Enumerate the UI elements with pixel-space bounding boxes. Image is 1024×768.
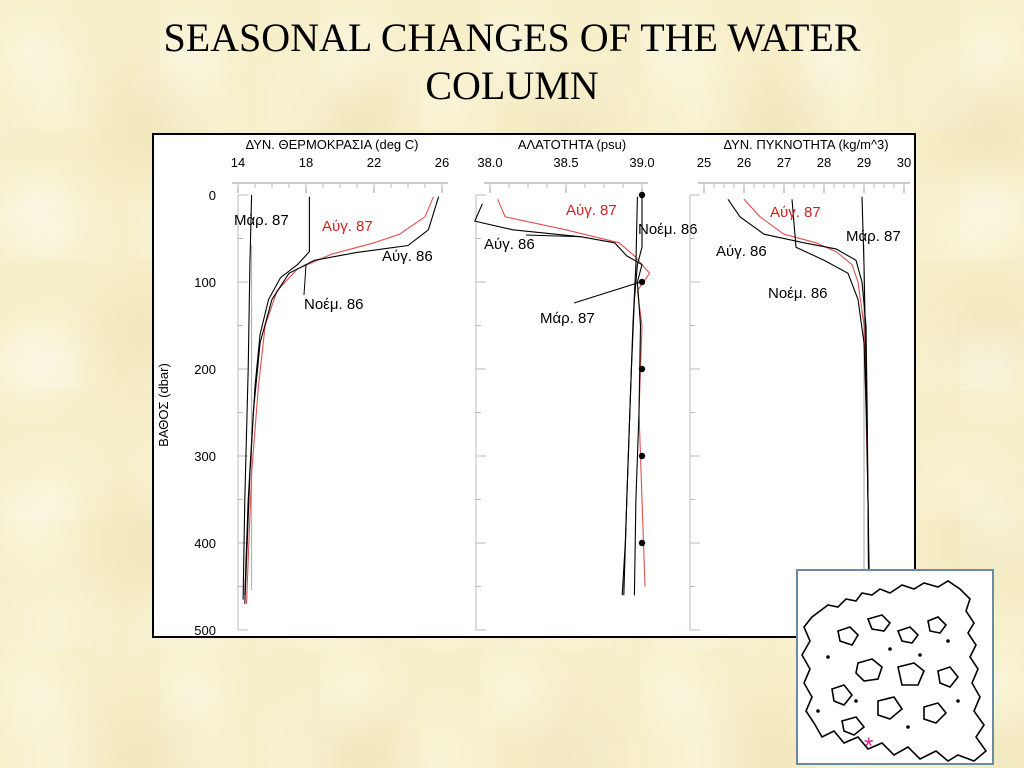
y-tick-label: 200 (194, 362, 216, 377)
x-tick-label: 14 (231, 155, 245, 170)
series-line (791, 199, 870, 604)
leader-line (525, 234, 582, 238)
station-location-map: * (796, 569, 994, 765)
series-annotation: Νοέμ. 86 (768, 285, 828, 302)
y-tick-label: 300 (194, 449, 216, 464)
series-line (861, 196, 870, 604)
panel-density: ΔΥΝ. ΠΥΚΝΟΤΗΤΑ (kg/m^3) 25 26 27 28 29 30 Αύγ. … (689, 137, 911, 631)
x-tick-label: 38.0 (477, 155, 502, 170)
x-tick-label: 30 (897, 155, 911, 170)
series-annotation: Μάρ. 87 (234, 212, 289, 229)
water-column-profiles-chart: ΒΑΘΟΣ (dbar) 0 100 200 300 400 500 ΔΥΝ. ΘΕΡΜΟΚΡ… (156, 137, 911, 636)
station-marker: * (864, 733, 874, 760)
x-tick-label: 26 (737, 155, 751, 170)
series-annotation: Μάρ. 87 (540, 310, 595, 327)
series-annotation: Μάρ. 87 (846, 228, 901, 245)
y-tick-label: 500 (194, 623, 216, 636)
sample-point (638, 539, 646, 547)
series-annotation: Αύγ. 86 (484, 236, 535, 253)
series-annotation: Νοέμ. 86 (304, 296, 364, 313)
x-tick-label: 39.0 (629, 155, 654, 170)
panel-salinity: ΑΛΑΤΟΤΗΤΑ (psu) 38.0 38.5 39.0 Αύγ. 87 Νοέμ. … (474, 137, 698, 631)
series-line (623, 196, 638, 596)
sample-point (638, 452, 646, 460)
x-tick-label: 26 (435, 155, 449, 170)
sample-point (638, 278, 646, 286)
slide-title: SEASONAL CHANGES OF THE WATER COLUMN (0, 14, 1024, 110)
series-annotation: Αύγ. 86 (716, 243, 767, 260)
series-annotation: Αύγ. 86 (382, 248, 433, 265)
x-axis-label: ΑΛΑΤΟΤΗΤΑ (psu) (518, 137, 626, 152)
x-tick-label: 22 (367, 155, 381, 170)
slide-title-line-1: SEASONAL CHANGES OF THE WATER (163, 15, 861, 60)
leader-line (573, 281, 641, 304)
series-line (474, 203, 643, 596)
sample-point (638, 365, 646, 373)
leader-line (303, 264, 307, 296)
x-tick-label: 29 (857, 155, 871, 170)
x-axis-label: ΔΥΝ. ΘΕΡΜΟΚΡΑΣΙΑ (deg C) (245, 137, 418, 152)
x-tick-label: 27 (777, 155, 791, 170)
x-tick-label: 18 (299, 155, 313, 170)
series-line (242, 194, 253, 600)
x-axis-label: ΔΥΝ. ΠΥΚΝΟΤΗΤΑ (kg/m^3) (723, 137, 888, 152)
y-axis-label: ΒΑΘΟΣ (dbar) (156, 363, 171, 447)
series-annotation: Αύγ. 87 (770, 204, 821, 221)
sample-point (638, 191, 646, 199)
y-tick-label: 400 (194, 536, 216, 551)
y-tick-label: 0 (209, 188, 216, 203)
coastline-map-icon (801, 580, 988, 762)
series-line (497, 199, 651, 587)
slide-title-line-2: COLUMN (425, 63, 599, 108)
panel-temperature: ΔΥΝ. ΘΕΡΜΟΚΡΑΣΙΑ (deg C)14 18 22 26 Μάρ. 87 Α… (231, 137, 449, 631)
chart-frame: ΒΑΘΟΣ (dbar) 0 100 200 300 400 500 ΔΥΝ. ΘΕΡΜΟΚΡ… (152, 133, 916, 638)
x-tick-label: 28 (817, 155, 831, 170)
x-tick-label: 38.5 (553, 155, 578, 170)
x-tick-label: 25 (697, 155, 711, 170)
series-annotation: Αύγ. 87 (566, 202, 617, 219)
series-annotation: Νοέμ. 86 (638, 221, 698, 238)
series-line (244, 196, 310, 604)
series-annotation: Αύγ. 87 (322, 218, 373, 235)
y-tick-label: 100 (194, 275, 216, 290)
